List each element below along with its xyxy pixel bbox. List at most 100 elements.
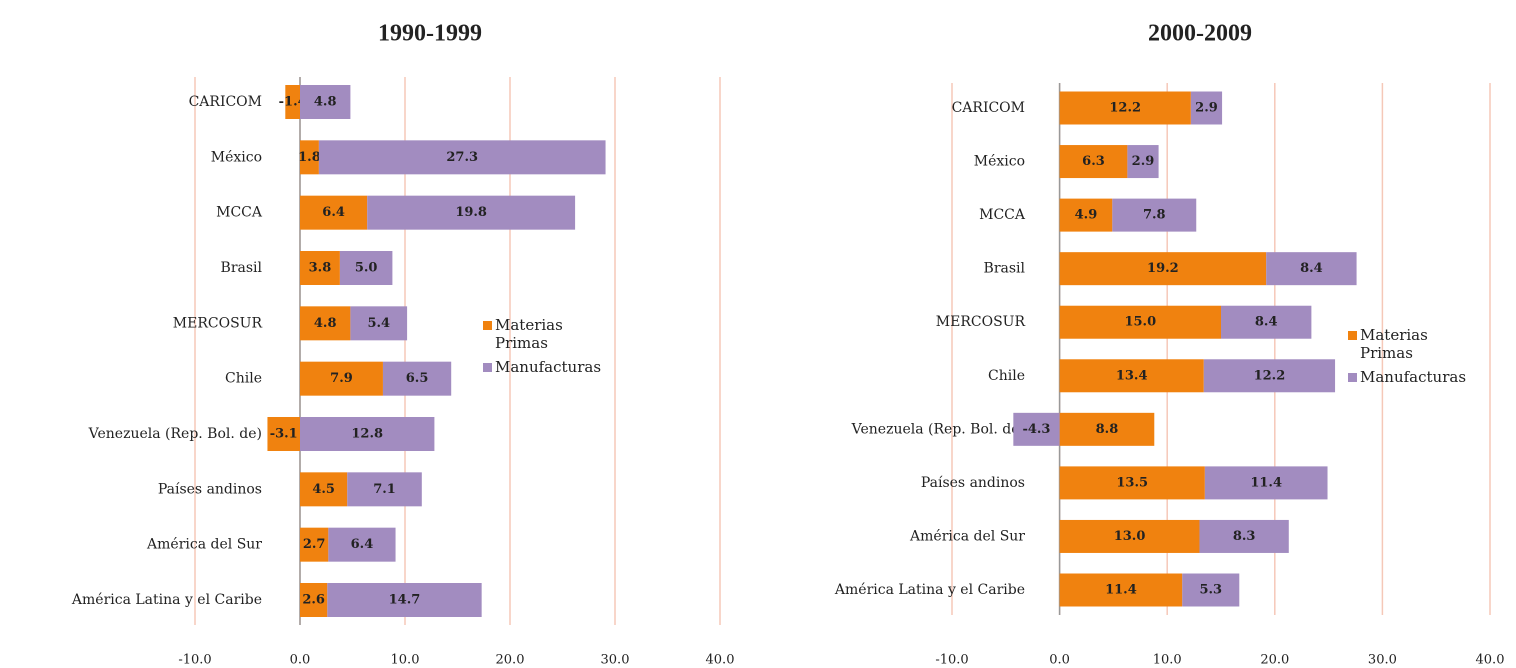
category-label: América del Sur xyxy=(146,537,262,553)
x-tick-label: 10.0 xyxy=(391,653,420,668)
bar xyxy=(318,140,606,175)
legend-swatch xyxy=(1348,331,1357,340)
value-label: 1.8 xyxy=(298,150,321,165)
value-label: 27.3 xyxy=(446,150,478,165)
bar xyxy=(1199,519,1289,553)
chart-title: 2000-2009 xyxy=(1148,21,1252,47)
value-label: 8.4 xyxy=(1300,261,1323,276)
value-label: 5.0 xyxy=(355,261,378,276)
value-label: 8.3 xyxy=(1233,529,1256,544)
legend-label: Manufacturas xyxy=(1360,368,1467,386)
value-label: 19.8 xyxy=(455,205,487,220)
category-label: México xyxy=(974,154,1025,170)
bar xyxy=(1127,145,1159,179)
category-label: MERCOSUR xyxy=(936,314,1026,330)
value-label: 6.5 xyxy=(406,371,429,386)
x-tick-label: -10.0 xyxy=(178,653,211,668)
bar xyxy=(1013,412,1060,446)
value-label: 11.4 xyxy=(1105,583,1137,598)
bar xyxy=(300,85,351,119)
bar xyxy=(300,417,435,451)
value-label: 2.7 xyxy=(303,537,326,552)
bar xyxy=(300,527,329,562)
value-label: 6.4 xyxy=(351,537,374,552)
bar xyxy=(1059,359,1204,393)
bar xyxy=(1059,412,1155,446)
legend-item: Manufacturas xyxy=(1348,368,1467,386)
category-label: Brasil xyxy=(984,261,1026,277)
bar xyxy=(300,361,383,396)
x-tick-label: -10.0 xyxy=(935,653,968,668)
category-label: MERCOSUR xyxy=(173,315,263,331)
value-label: 2.6 xyxy=(302,593,325,608)
value-label: 12.2 xyxy=(1254,368,1286,383)
bar xyxy=(1059,466,1205,500)
category-label: CARICOM xyxy=(189,94,262,110)
bar xyxy=(350,306,408,341)
bar xyxy=(1059,91,1191,125)
legend-label: Materias Primas xyxy=(495,316,563,352)
bar xyxy=(367,195,576,230)
legend-swatch xyxy=(483,363,492,372)
value-label: 11.4 xyxy=(1250,475,1282,490)
value-label: 6.3 xyxy=(1082,154,1105,169)
x-tick-label: 40.0 xyxy=(706,653,735,668)
bar xyxy=(1204,466,1328,500)
value-label: 7.8 xyxy=(1143,208,1166,223)
value-label: 3.8 xyxy=(309,261,332,276)
bar xyxy=(1112,198,1197,232)
value-label: -1.4 xyxy=(279,95,307,110)
category-label: Países andinos xyxy=(158,481,262,497)
value-label: 4.9 xyxy=(1075,208,1098,223)
legend-item: Manufacturas xyxy=(483,358,602,376)
value-label: 2.9 xyxy=(1195,101,1218,116)
bar xyxy=(327,583,482,617)
value-label: 4.8 xyxy=(314,316,337,331)
legend-label: Manufacturas xyxy=(495,358,602,376)
value-label: 5.4 xyxy=(367,316,390,331)
legend: Materias Primas Manufacturas xyxy=(1348,326,1467,392)
category-label: MCCA xyxy=(979,207,1026,223)
x-tick-label: 0.0 xyxy=(1049,653,1070,668)
legend-item: Materias Primas xyxy=(1348,326,1442,362)
bar xyxy=(1203,359,1336,393)
bar xyxy=(1059,305,1221,339)
value-label: 13.4 xyxy=(1116,368,1148,383)
value-label: -4.3 xyxy=(1022,422,1050,437)
bar xyxy=(1182,573,1240,607)
category-label: Brasil xyxy=(221,260,263,276)
category-label: América Latina y el Caribe xyxy=(71,592,262,608)
value-label: 4.5 xyxy=(312,482,335,497)
category-label: América del Sur xyxy=(909,528,1025,544)
value-label: 14.7 xyxy=(389,593,421,608)
category-label: Venezuela (Rep. Bol. de) xyxy=(88,426,262,442)
value-label: -3.1 xyxy=(270,427,298,442)
x-tick-label: 30.0 xyxy=(601,653,630,668)
x-tick-label: 0.0 xyxy=(290,653,311,668)
category-label: México xyxy=(211,149,262,165)
bar xyxy=(347,472,422,507)
bar xyxy=(328,527,396,562)
value-label: 4.8 xyxy=(314,95,337,110)
x-tick-label: 10.0 xyxy=(1153,653,1182,668)
category-label: Chile xyxy=(988,368,1025,384)
bar xyxy=(300,306,351,341)
value-label: 19.2 xyxy=(1147,261,1179,276)
value-label: 8.8 xyxy=(1096,422,1119,437)
bar xyxy=(300,195,368,230)
bar xyxy=(1221,305,1312,339)
bar xyxy=(300,251,340,285)
value-label: 2.9 xyxy=(1132,154,1155,169)
category-label: Chile xyxy=(225,371,262,387)
value-label: 13.5 xyxy=(1116,475,1148,490)
value-label: 8.4 xyxy=(1255,315,1278,330)
legend-label: Materias Primas xyxy=(1360,326,1428,362)
value-label: 6.4 xyxy=(322,205,345,220)
value-label: 15.0 xyxy=(1124,315,1156,330)
bar xyxy=(267,417,300,451)
bar xyxy=(1190,91,1223,125)
bar xyxy=(1059,519,1200,553)
category-label: Países andinos xyxy=(921,475,1025,491)
